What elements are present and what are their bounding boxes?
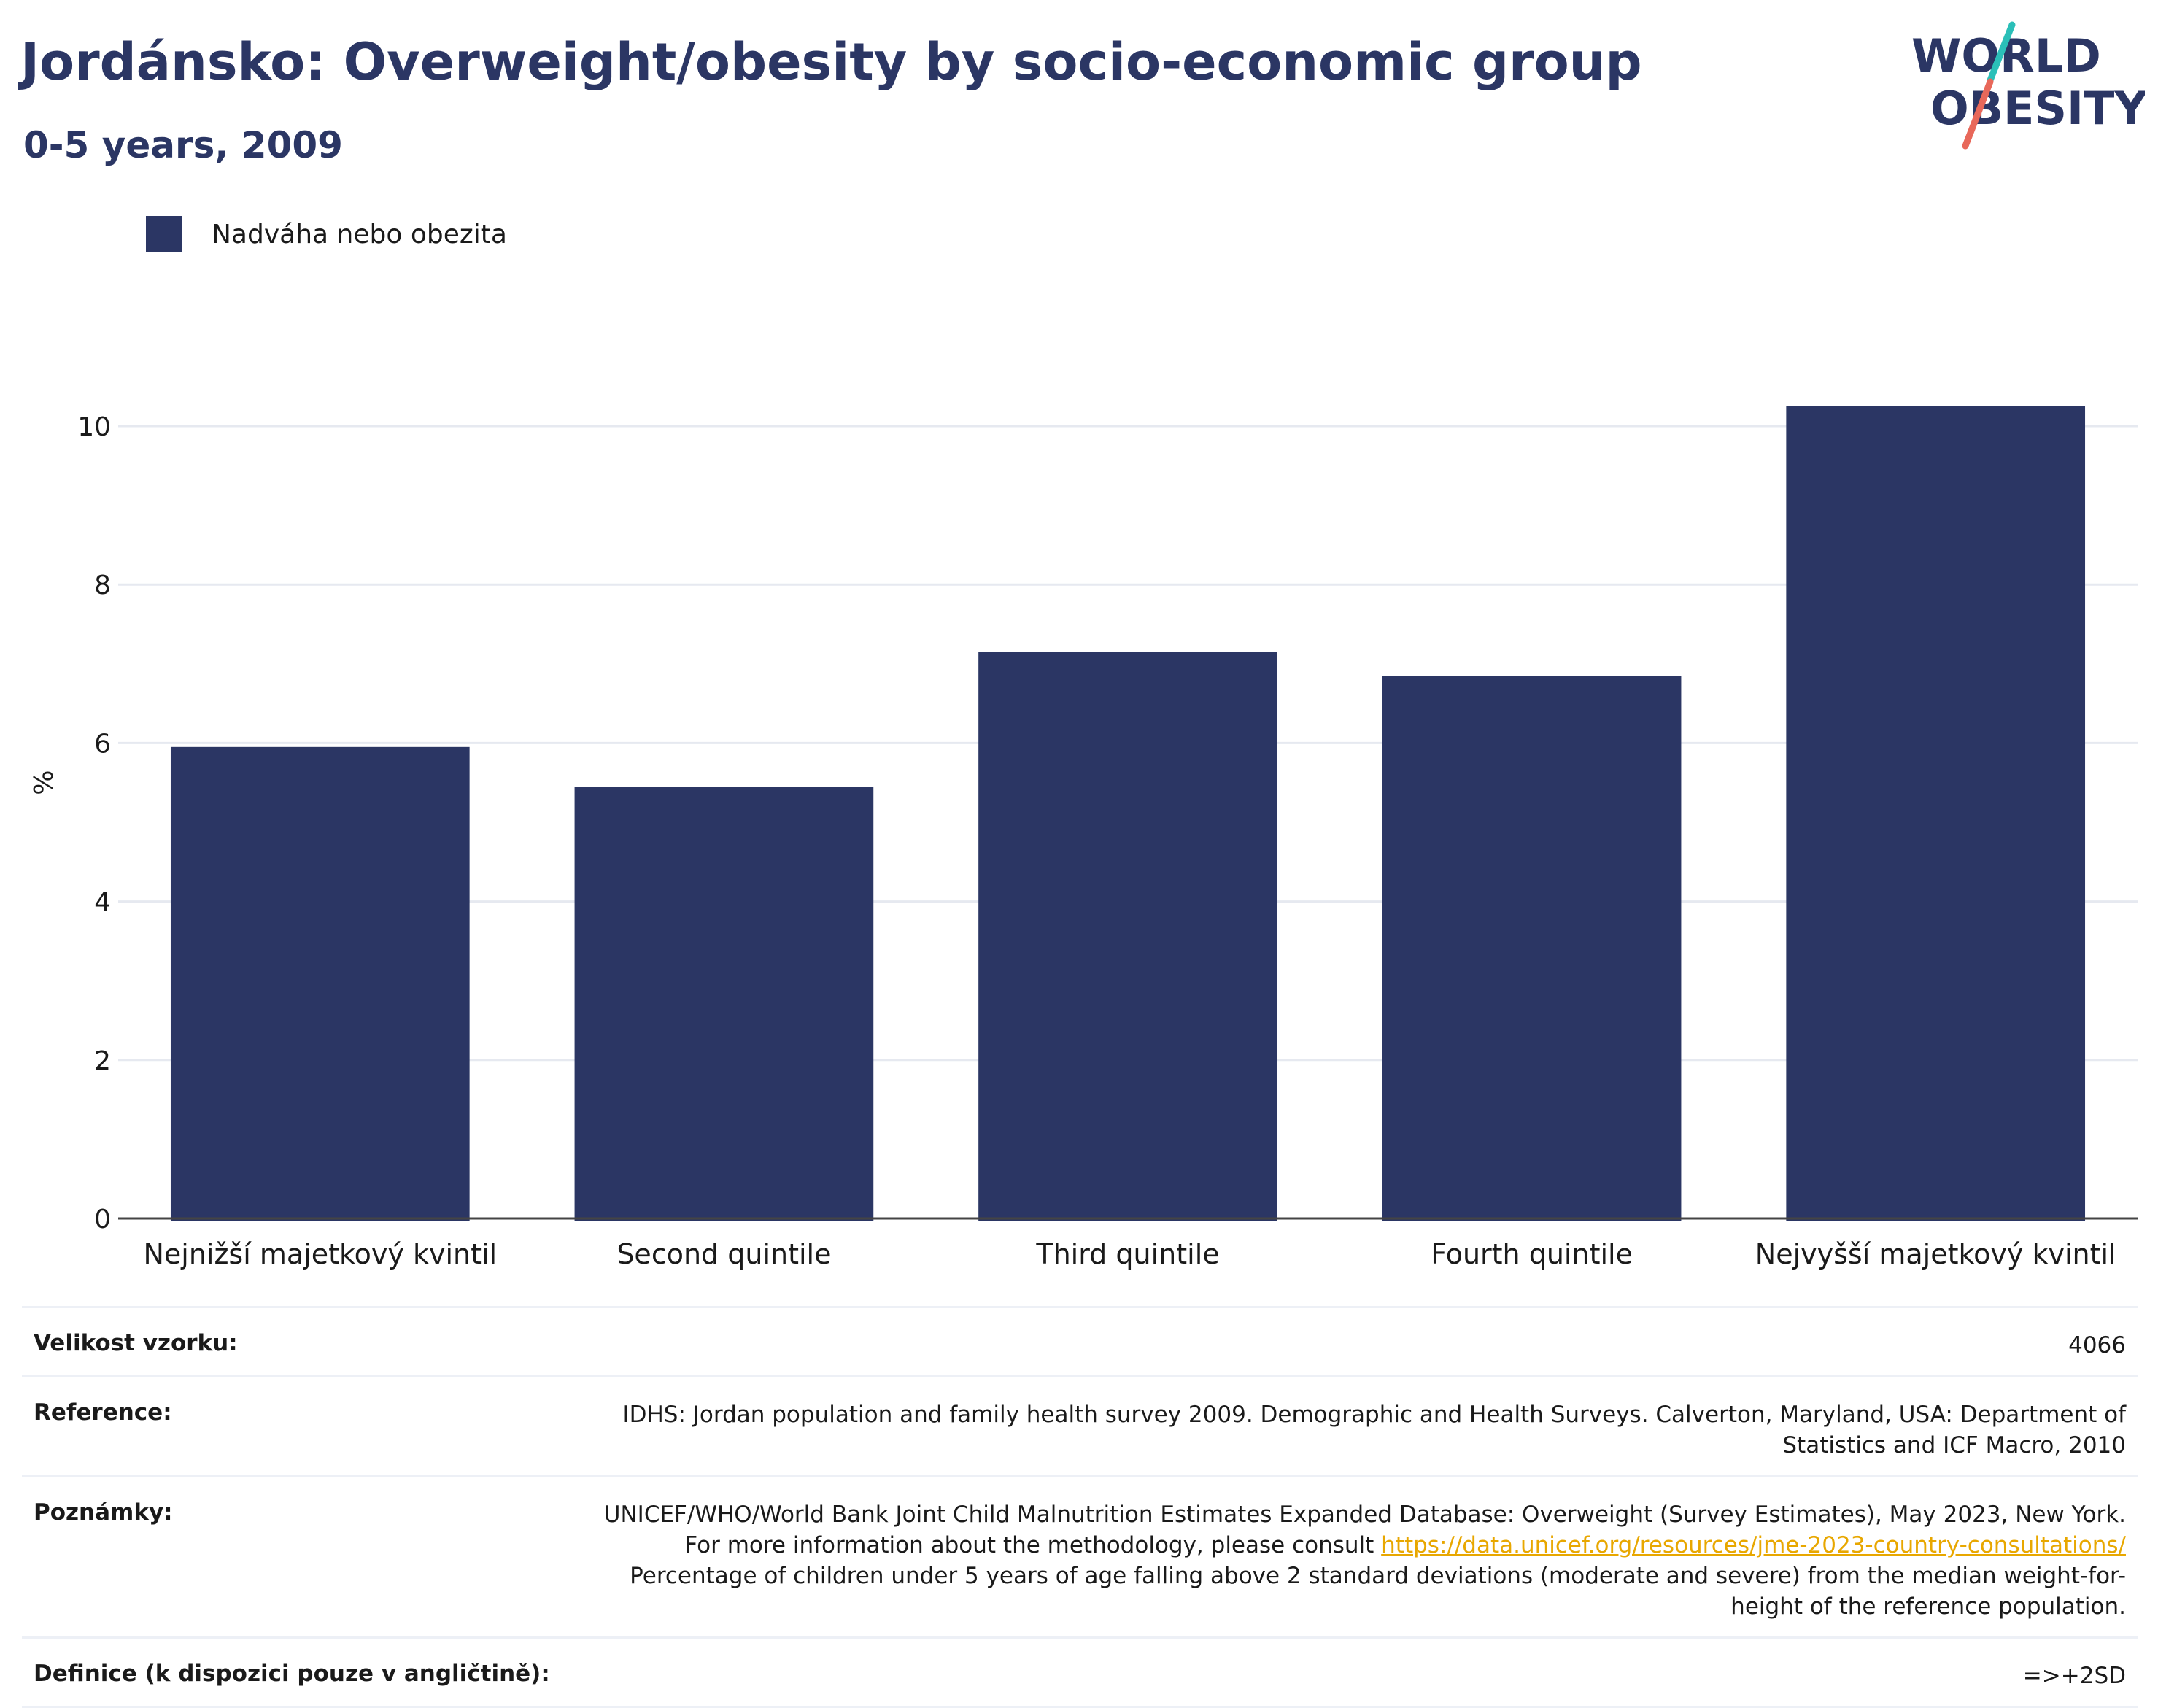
y-tick-label: 8 (94, 571, 111, 600)
logo-slash-top (1987, 21, 2016, 84)
bar (574, 787, 874, 1221)
y-tick-label: 6 (94, 729, 111, 759)
meta-row-reference: Reference: IDHS: Jordan population and f… (22, 1375, 2138, 1475)
bar-chart: 0 2 4 6 8 10% Nejnižší majetkový kvintil Second… (29, 406, 2138, 1270)
meta-key: Definice (k dispozici pouze v angličtině… (34, 1661, 550, 1687)
metadata-table: Velikost vzorku: 4066 Reference: IDHS: J… (22, 1306, 2138, 1708)
x-tick-label: Fourth quintile (1431, 1238, 1633, 1270)
x-tick-label: Second quintile (616, 1238, 831, 1270)
methodology-link[interactable]: https://data.unicef.org/resources/jme-20… (1381, 1532, 2126, 1558)
meta-value: 4066 (2068, 1332, 2126, 1359)
meta-row-notes: Poznámky: UNICEF/WHO/World Bank Joint Ch… (22, 1475, 2138, 1636)
meta-key: Velikost vzorku: (34, 1330, 238, 1356)
meta-value: UNICEF/WHO/World Bank Joint Child Malnut… (588, 1499, 2126, 1622)
meta-value: =>+2SD (2022, 1663, 2126, 1689)
notes-text-before: UNICEF/WHO/World Bank Joint Child Malnut… (603, 1502, 2126, 1558)
y-tick-label: 2 (94, 1046, 111, 1076)
y-tick-label: 10 (77, 412, 111, 442)
page-title: Jordánsko: Overweight/obesity by socio-e… (20, 32, 1642, 92)
page-subtitle: 0-5 years, 2009 (23, 124, 343, 166)
chart-legend: Nadváha nebo obezita (146, 216, 507, 252)
legend-label: Nadváha nebo obezita (212, 219, 507, 250)
bar (1382, 676, 1682, 1221)
meta-row-sample-size: Velikost vzorku: 4066 (22, 1306, 2138, 1375)
x-tick-label: Third quintile (1035, 1238, 1219, 1270)
meta-row-definition: Definice (k dispozici pouze v angličtině… (22, 1636, 2138, 1708)
meta-key: Reference: (34, 1399, 172, 1426)
logo-line2: OBESITY (1930, 82, 2145, 135)
x-tick-label: Nejvyšší majetkový kvintil (1755, 1238, 2116, 1270)
notes-text-after: Percentage of children under 5 years of … (630, 1563, 2126, 1620)
bar (170, 746, 470, 1221)
y-tick-label: 4 (94, 888, 111, 918)
bar (1786, 406, 2086, 1221)
legend-swatch (146, 216, 182, 252)
logo-slash-bottom (1962, 78, 1994, 150)
meta-value: IDHS: Jordan population and family healt… (622, 1402, 2126, 1458)
y-tick-label: 0 (94, 1205, 111, 1234)
meta-key: Poznámky: (34, 1499, 173, 1526)
world-obesity-logo: WORLD OBESITY (1911, 21, 2145, 150)
x-tick-label: Nejnižší majetkový kvintil (143, 1238, 497, 1270)
bar (978, 652, 1277, 1221)
y-axis-title: % (29, 770, 59, 795)
